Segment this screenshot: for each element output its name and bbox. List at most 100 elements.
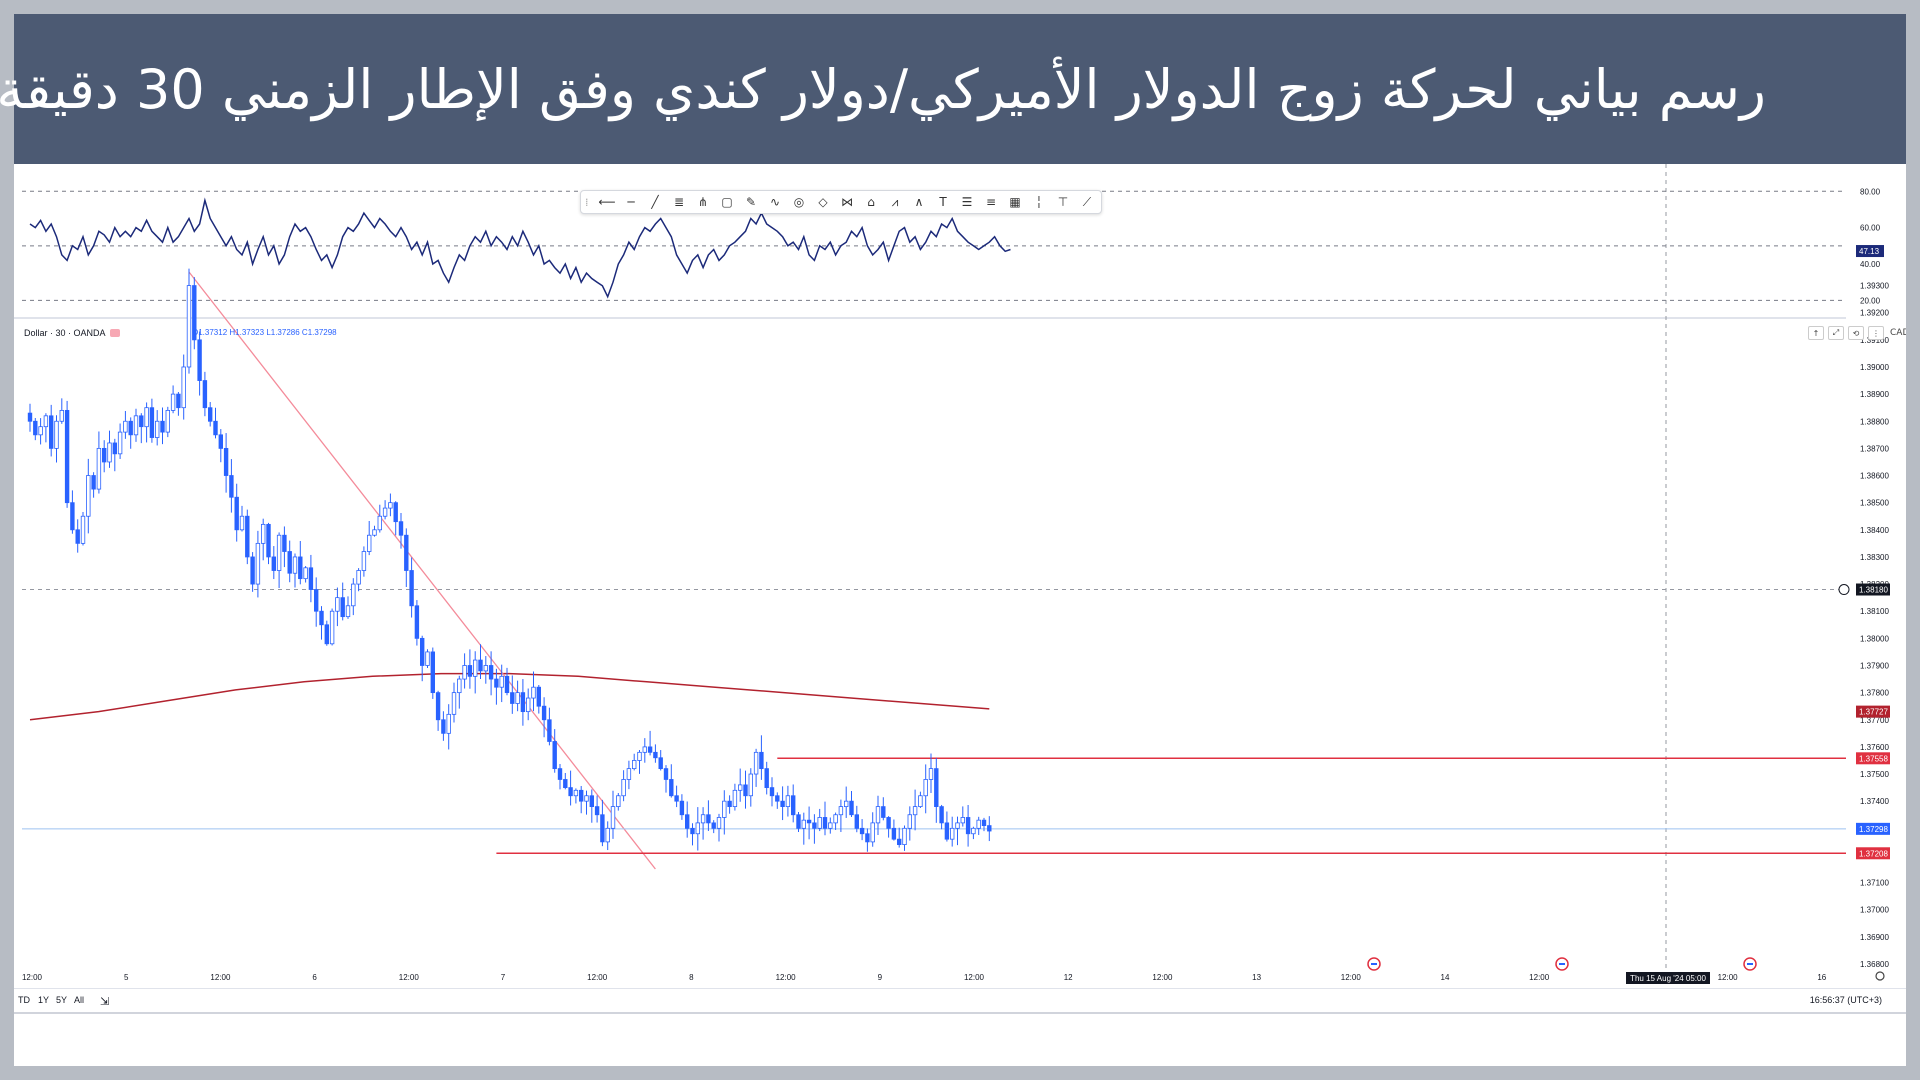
candle-body	[255, 542, 261, 585]
candle-body	[828, 822, 833, 829]
candle-body	[918, 795, 923, 808]
candle-body	[165, 409, 170, 433]
range-button-all[interactable]: All	[74, 995, 85, 1005]
path-icon[interactable]: ∿	[769, 195, 781, 209]
time-tick-label: 12:00	[1718, 973, 1739, 982]
candle-body	[308, 567, 314, 590]
price-tick-label: 1.37600	[1860, 743, 1889, 752]
candle-body	[637, 751, 642, 761]
clock[interactable]: 16:56:37 (UTC+3)	[1809, 995, 1882, 1005]
currency-label[interactable]: CAD	[1890, 328, 1906, 338]
candle-body	[451, 692, 457, 715]
candle-body	[419, 637, 425, 666]
candle-body	[769, 787, 775, 797]
rsi-pane	[22, 190, 1846, 301]
trend-line-icon[interactable]: ╱	[651, 195, 659, 209]
parallel-channel-icon[interactable]: ≣	[673, 195, 685, 209]
candle-body	[43, 415, 49, 428]
candle-body	[197, 339, 202, 381]
horizontal-ray-icon[interactable]: ─	[627, 195, 635, 209]
forecast-icon[interactable]: ⟋	[1082, 194, 1092, 209]
cross-line-icon[interactable]: ╎	[1035, 195, 1043, 209]
time-tick-label: 16	[1817, 973, 1826, 982]
candle-body	[409, 570, 414, 607]
crosshair-price-label: 1.38180	[1859, 586, 1888, 595]
candle-body	[647, 746, 653, 753]
xabcd-icon[interactable]: ⋈	[841, 195, 853, 209]
gann-box-icon[interactable]: ▦	[1009, 195, 1021, 209]
text-icon[interactable]: T	[939, 195, 947, 209]
brush-icon[interactable]: ✎	[745, 195, 757, 209]
candle-body	[186, 285, 192, 368]
range-button-5y[interactable]: 5Y	[56, 995, 68, 1005]
long-position-icon[interactable]: ⊤	[1057, 195, 1069, 209]
candle-body	[791, 795, 796, 816]
chart-panel[interactable]: 80.00 60.00 40.00 20.00 47.13 1.39300 1.39200 1…	[14, 164, 1906, 1066]
chart-canvas[interactable]: 80.00 60.00 40.00 20.00 47.13 1.39300 1.39200 1…	[14, 164, 1906, 1066]
candle-body	[117, 431, 123, 455]
alert-badge-icon[interactable]	[109, 329, 120, 337]
candle-body	[361, 551, 367, 571]
candle-body	[658, 757, 663, 770]
candle-body	[685, 814, 690, 829]
toolbar-grip-icon[interactable]: ⁞	[585, 195, 589, 209]
candle-body	[743, 784, 748, 797]
candle-body	[398, 521, 404, 536]
candle-body	[700, 814, 706, 824]
cursor-icon[interactable]: ⟵	[598, 195, 616, 209]
price-tick-label: 1.37100	[1860, 879, 1889, 888]
fib-extension-icon[interactable]: ≡	[985, 195, 997, 209]
rsi-tick-label: 80.00	[1860, 187, 1881, 196]
candle-body	[780, 800, 785, 808]
maximize-icon[interactable]: ⤢	[1828, 326, 1844, 340]
price-tick-label: 1.39200	[1860, 309, 1889, 318]
candle-body	[430, 651, 435, 694]
candle-body	[414, 605, 420, 639]
elliott-wave-icon[interactable]: ⩘	[891, 194, 899, 209]
settings-icon[interactable]: ⋮	[1868, 326, 1884, 340]
candle-body	[33, 420, 38, 436]
candle-body	[335, 597, 340, 612]
candle-body	[632, 760, 637, 770]
candle-body	[965, 817, 971, 835]
candle-body	[526, 697, 531, 713]
rectangle-icon[interactable]: ▢	[721, 195, 733, 209]
candle-body	[207, 407, 213, 422]
abcd-icon[interactable]: ∧	[914, 195, 924, 209]
circle-icon[interactable]: ◎	[793, 195, 805, 209]
symbol-legend[interactable]: Dollar · 30 · OANDA	[24, 328, 120, 338]
candle-body	[298, 556, 303, 580]
candle-body	[812, 822, 817, 829]
pitchfork-icon[interactable]: ⋔	[697, 195, 709, 209]
time-tick-label: 12	[1064, 973, 1073, 982]
candle-body	[875, 806, 881, 824]
reset-icon[interactable]: ⟲	[1848, 326, 1864, 340]
range-button-td[interactable]: TD	[18, 995, 30, 1005]
candle-body	[96, 447, 102, 490]
time-tick-label: 12:00	[1152, 973, 1173, 982]
polygon-icon[interactable]: ◇	[818, 195, 828, 209]
candle-body	[600, 814, 605, 843]
candle-body	[806, 819, 812, 824]
move-up-icon[interactable]: ↑	[1808, 326, 1824, 340]
candle-body	[960, 817, 965, 824]
candle-body	[366, 534, 372, 552]
range-button-1y[interactable]: 1Y	[38, 995, 50, 1005]
fib-retracement-icon[interactable]: ☰	[961, 195, 973, 209]
rsi-tick-label: 60.00	[1860, 224, 1881, 233]
price-tick-label: 1.37800	[1860, 689, 1889, 698]
candle-body	[38, 426, 43, 436]
candle-body	[706, 814, 711, 824]
symbol-name[interactable]: Dollar · 30 · OANDA	[24, 328, 106, 338]
candle-body	[547, 719, 552, 742]
candle-body	[245, 515, 250, 558]
candle-body	[579, 789, 584, 802]
candle-body	[260, 523, 266, 544]
candle-body	[80, 515, 86, 544]
date-range-calendar-icon[interactable]: ⇲	[100, 996, 110, 1008]
rsi-last-badge	[1856, 245, 1884, 258]
candle-body	[674, 795, 679, 802]
callout-icon[interactable]: ⌂	[867, 195, 875, 209]
candle-body	[753, 751, 759, 775]
time-tick-label: 14	[1441, 973, 1450, 982]
